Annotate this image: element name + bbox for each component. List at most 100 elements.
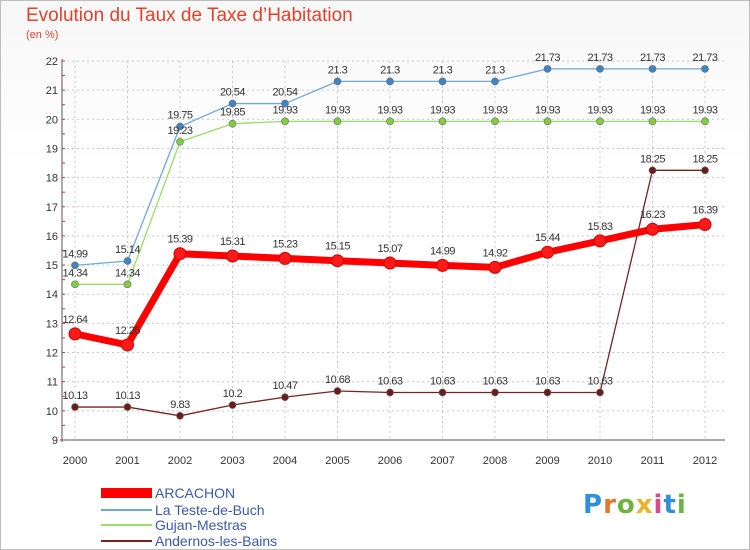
data-label-la-teste-de-buch: 19.75 (167, 110, 192, 122)
logo-letter: i (676, 490, 687, 520)
y-tick-label: 10 (46, 406, 58, 418)
data-label-gujan-mestras: 14.34 (115, 267, 140, 279)
logo-letter: i (653, 490, 664, 520)
data-point-arcachon (646, 222, 659, 236)
y-tick-label: 15 (46, 260, 58, 272)
data-label-la-teste-de-buch: 20.54 (220, 87, 245, 99)
data-point-gujan-mestras (333, 117, 342, 126)
data-label-gujan-mestras: 19.93 (535, 104, 560, 116)
x-tick-label: 2009 (535, 455, 559, 467)
data-label-gujan-mestras: 19.93 (325, 104, 350, 116)
data-point-andernos-les-bains (123, 403, 132, 411)
x-tick-label: 2007 (430, 455, 454, 467)
y-tick-label: 14 (46, 289, 58, 301)
data-label-la-teste-de-buch: 21.73 (640, 52, 665, 64)
data-point-andernos-les-bains (228, 401, 237, 409)
y-tick-label: 21 (46, 85, 58, 97)
data-label-la-teste-de-buch: 15.14 (115, 244, 140, 256)
data-point-gujan-mestras (596, 117, 604, 126)
data-point-la-teste-de-buch (701, 65, 709, 73)
data-label-la-teste-de-buch: 21.3 (380, 64, 400, 76)
x-tick-label: 2012 (693, 455, 717, 467)
data-label-andernos-les-bains: 10.63 (587, 375, 612, 387)
data-point-gujan-mestras (648, 117, 657, 126)
legend-label-gujan-mestras: Gujan-Mestras (155, 517, 247, 533)
data-point-gujan-mestras (281, 117, 289, 126)
data-point-andernos-les-bains (491, 388, 499, 397)
x-tick-label: 2011 (641, 455, 665, 467)
data-point-gujan-mestras (71, 280, 79, 289)
data-label-andernos-les-bains: 18.25 (692, 153, 717, 165)
data-point-arcachon (541, 245, 554, 259)
data-label-andernos-les-bains: 10.63 (535, 375, 560, 387)
data-point-andernos-les-bains (438, 388, 447, 397)
legend-swatch-arcachon (101, 488, 152, 498)
data-label-andernos-les-bains: 18.25 (640, 153, 665, 165)
data-label-arcachon: 15.83 (587, 221, 612, 233)
data-label-andernos-les-bains: 9.83 (170, 399, 190, 411)
data-label-gujan-mestras: 14.34 (62, 267, 87, 279)
data-point-arcachon (383, 256, 397, 270)
data-label-arcachon: 15.07 (377, 243, 402, 255)
data-point-arcachon (278, 251, 292, 265)
data-label-arcachon: 12.26 (115, 325, 140, 337)
logo-letter: r (603, 490, 617, 520)
data-point-andernos-les-bains (596, 388, 604, 397)
data-point-arcachon (698, 218, 712, 232)
data-point-andernos-les-bains (386, 388, 394, 397)
data-point-arcachon (436, 258, 449, 272)
x-tick-label: 2008 (483, 455, 507, 467)
data-point-andernos-les-bains (71, 403, 79, 411)
legend-swatch-andernos-les-bains (101, 540, 152, 542)
data-label-andernos-les-bains: 10.63 (482, 375, 507, 387)
data-point-arcachon (593, 234, 607, 248)
logo-letter: P (583, 490, 604, 520)
data-label-gujan-mestras: 19.93 (272, 104, 297, 116)
data-label-arcachon: 15.31 (220, 236, 245, 248)
proxiti-logo: Proxiti (583, 490, 687, 520)
data-label-arcachon: 14.92 (482, 247, 507, 259)
data-point-la-teste-de-buch (228, 99, 237, 108)
unit-label: (en %) (26, 29, 59, 41)
data-point-la-teste-de-buch (596, 65, 604, 73)
data-point-andernos-les-bains (648, 166, 657, 175)
data-point-arcachon (226, 249, 239, 263)
x-tick-label: 2000 (63, 455, 87, 467)
data-point-gujan-mestras (543, 117, 552, 126)
data-label-andernos-les-bains: 10.63 (377, 375, 402, 387)
data-point-la-teste-de-buch (333, 77, 342, 86)
x-tick-label: 2005 (325, 455, 349, 467)
logo-letter: o (616, 490, 636, 520)
data-point-gujan-mestras (123, 280, 132, 289)
legend-swatch-gujan-mestras (101, 524, 152, 526)
data-label-la-teste-de-buch: 21.3 (433, 64, 453, 76)
x-tick-label: 2002 (168, 455, 192, 467)
data-label-andernos-les-bains: 10.47 (272, 380, 297, 392)
data-point-arcachon (173, 247, 187, 261)
data-label-la-teste-de-buch: 21.73 (535, 52, 560, 64)
data-point-arcachon (121, 338, 134, 352)
data-point-la-teste-de-buch (543, 65, 552, 73)
data-label-arcachon: 15.15 (325, 241, 350, 253)
data-point-gujan-mestras (386, 117, 394, 126)
y-tick-label: 20 (46, 114, 58, 126)
data-point-la-teste-de-buch (648, 65, 657, 73)
y-tick-label: 17 (46, 202, 58, 214)
x-tick-label: 2006 (378, 455, 402, 467)
data-label-gujan-mestras: 19.93 (430, 104, 455, 116)
data-point-gujan-mestras (438, 117, 447, 126)
data-label-gujan-mestras: 19.93 (377, 104, 402, 116)
data-point-andernos-les-bains (281, 393, 289, 401)
y-tick-label: 11 (47, 377, 58, 389)
data-point-la-teste-de-buch (71, 261, 79, 270)
data-label-arcachon: 15.44 (535, 232, 560, 244)
data-point-la-teste-de-buch (491, 77, 499, 86)
data-label-gujan-mestras: 19.85 (220, 107, 245, 119)
data-label-andernos-les-bains: 10.68 (325, 374, 350, 386)
data-label-andernos-les-bains: 10.63 (430, 375, 455, 387)
data-label-arcachon: 16.23 (640, 209, 665, 221)
y-tick-label: 22 (46, 56, 58, 68)
data-label-gujan-mestras: 19.93 (587, 104, 612, 116)
